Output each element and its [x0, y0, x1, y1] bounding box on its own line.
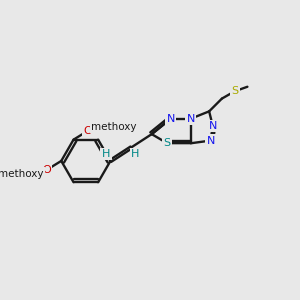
Text: O: O: [84, 125, 92, 136]
Text: N: N: [167, 114, 175, 124]
Text: H: H: [131, 149, 140, 159]
Text: N: N: [207, 136, 215, 146]
Text: H: H: [102, 149, 110, 159]
Text: methoxy: methoxy: [0, 169, 44, 179]
Text: N: N: [187, 114, 195, 124]
Text: S: S: [164, 138, 171, 148]
Text: N: N: [208, 121, 217, 131]
Text: O: O: [42, 165, 51, 175]
Text: methoxy: methoxy: [91, 122, 136, 132]
Text: S: S: [231, 86, 238, 96]
